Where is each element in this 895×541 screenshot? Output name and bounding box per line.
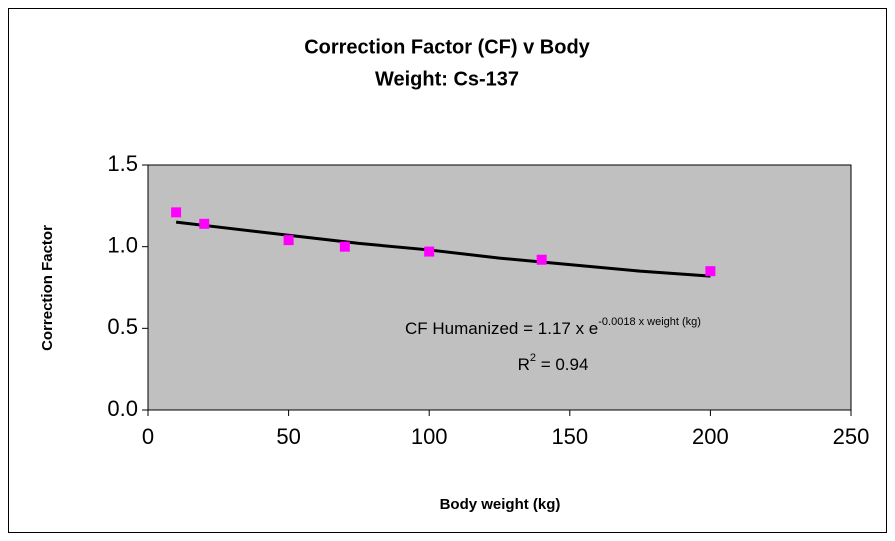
y-tick-label: 1.5 xyxy=(107,151,138,176)
x-tick-label: 150 xyxy=(551,424,588,449)
equation-text: CF Humanized = 1.17 x e xyxy=(405,319,598,338)
equation: CF Humanized = 1.17 x e-0.0018 x weight … xyxy=(405,316,701,339)
y-tick-label: 0.0 xyxy=(107,396,138,421)
x-tick-label: 250 xyxy=(833,424,870,449)
marker xyxy=(424,246,435,257)
y-tick-label: 0.5 xyxy=(107,314,138,339)
chart-title: Correction Factor (CF) v Body xyxy=(304,36,590,58)
r-squared-text: R xyxy=(518,355,530,374)
plot-area xyxy=(147,164,852,411)
marker xyxy=(339,241,350,252)
r-squared-exponent: 2 xyxy=(530,352,536,364)
marker xyxy=(705,266,716,277)
y-tick-label: 1.0 xyxy=(107,232,138,257)
marker xyxy=(283,235,294,246)
x-axis-label: Body weight (kg) xyxy=(440,496,561,513)
chart-title: Weight: Cs-137 xyxy=(375,68,519,90)
marker xyxy=(199,218,210,229)
equation-exponent: -0.0018 x weight (kg) xyxy=(598,316,701,328)
x-tick-label: 200 xyxy=(692,424,729,449)
marker xyxy=(171,207,182,218)
r-squared-value: = 0.94 xyxy=(536,355,588,374)
r-squared: R2 = 0.94 xyxy=(518,352,589,375)
y-axis-label: Correction Factor xyxy=(39,225,56,351)
marker xyxy=(536,254,547,265)
x-tick-label: 0 xyxy=(142,424,154,449)
x-tick-label: 100 xyxy=(411,424,448,449)
x-tick-label: 50 xyxy=(276,424,300,449)
